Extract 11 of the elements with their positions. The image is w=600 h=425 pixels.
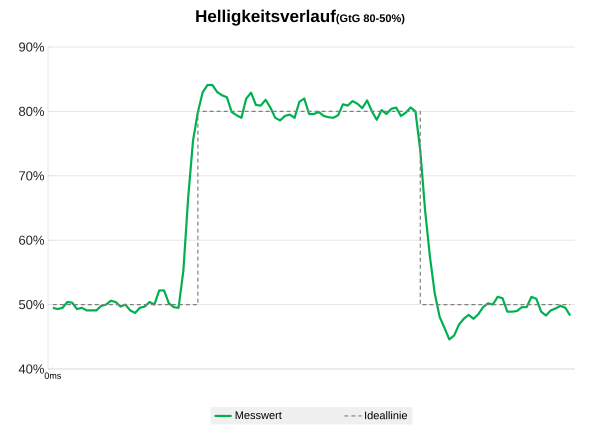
chart-title: Helligkeitsverlauf xyxy=(196,10,336,26)
y-tick-label: 90% xyxy=(19,42,44,52)
y-tick-label: 50% xyxy=(18,300,44,310)
chart-subtitle: (GtG 80-50%) xyxy=(336,14,404,24)
x-tick-label: 0ms xyxy=(44,372,62,380)
legend-label: Ideallinie xyxy=(365,411,408,420)
y-tick-label: 70% xyxy=(19,171,44,181)
y-tick-label: 40% xyxy=(18,364,44,374)
legend-label: Messwert xyxy=(236,412,282,420)
y-tick-label: 60% xyxy=(19,236,44,245)
y-tick-label: 80% xyxy=(19,106,44,116)
